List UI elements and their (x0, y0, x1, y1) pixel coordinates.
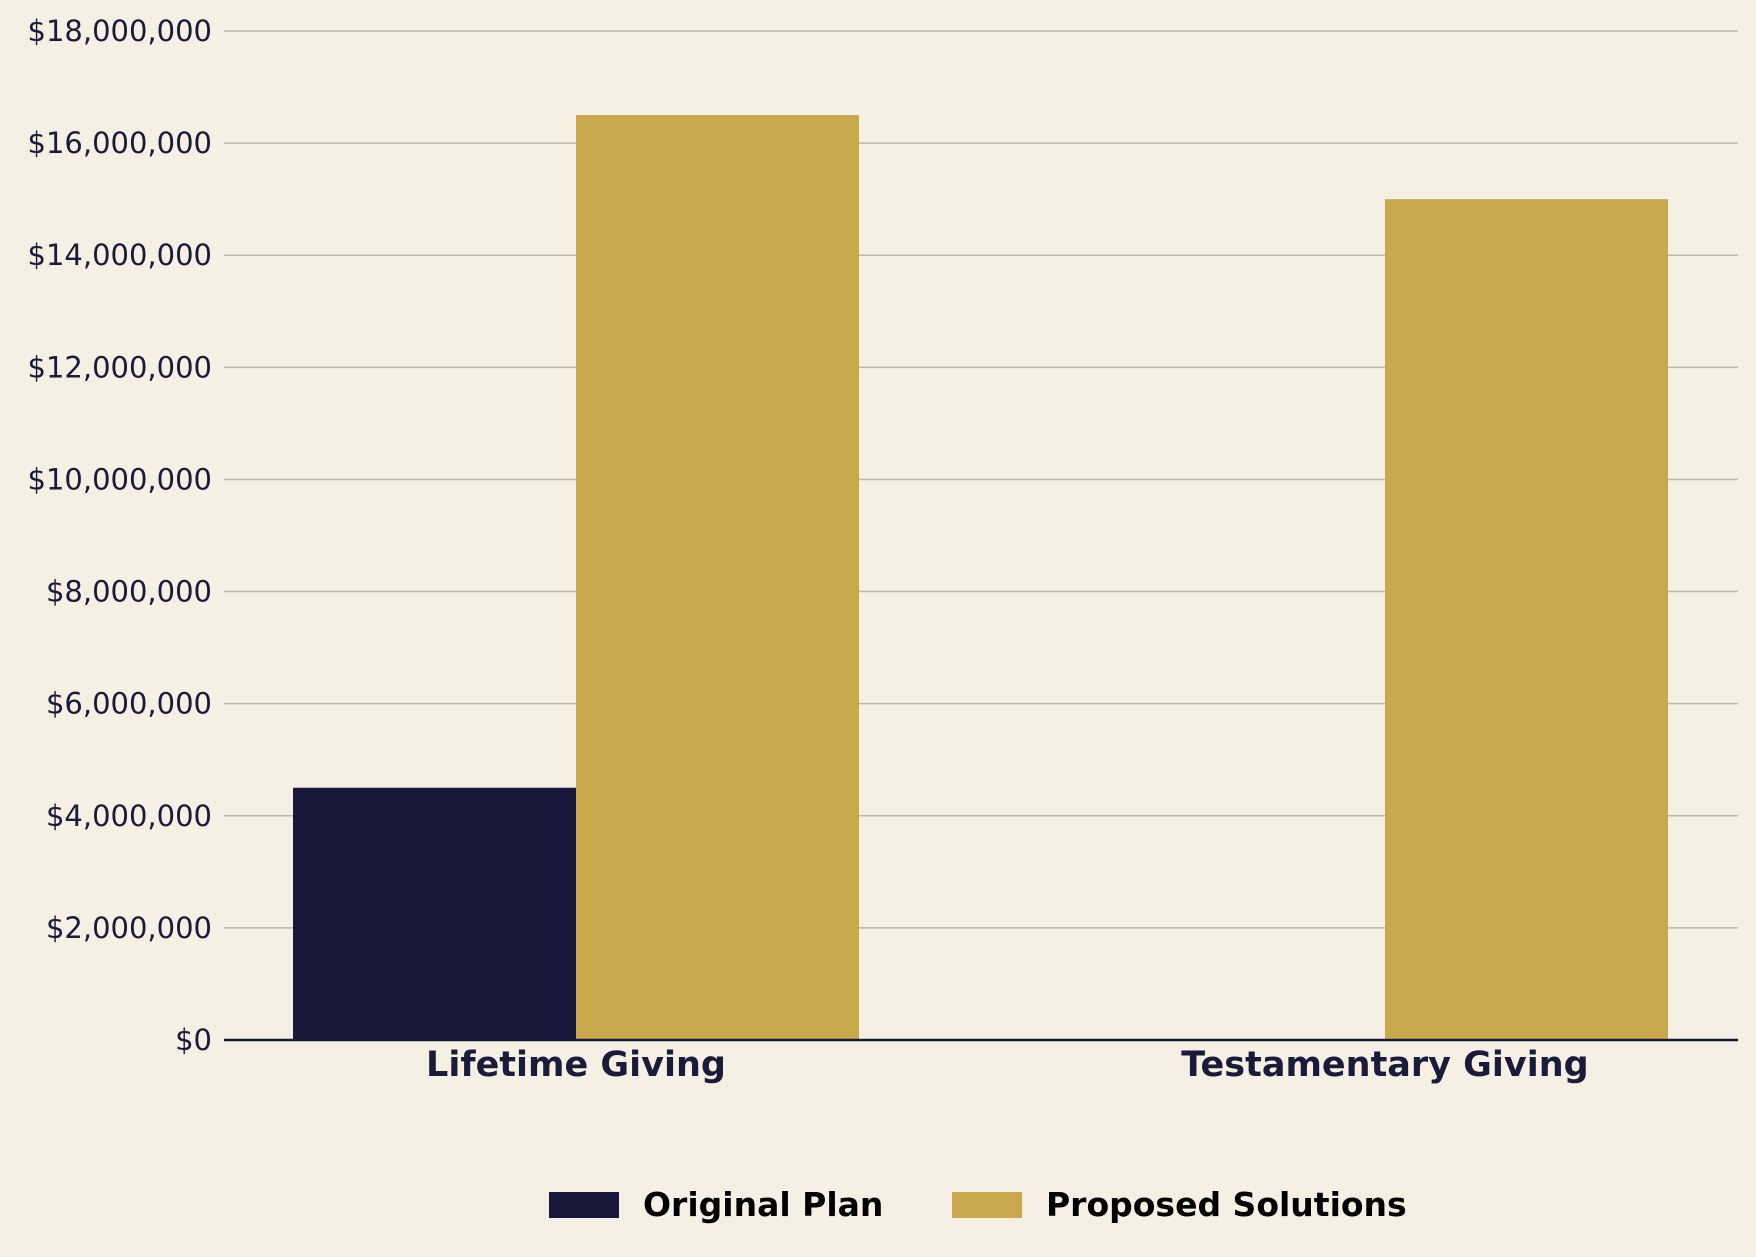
legend-swatch (549, 1192, 619, 1218)
bar-original-plan-lifetime-giving (293, 787, 576, 1040)
x-category-label: Testamentary Giving (1181, 1045, 1588, 1085)
legend: Original Plan Proposed Solutions (549, 1185, 1407, 1224)
y-tick-label: $6,000,000 (46, 687, 212, 721)
legend-swatch (952, 1192, 1022, 1218)
y-tick-label: $10,000,000 (28, 462, 213, 496)
bar-proposed-solutions-lifetime-giving (576, 115, 859, 1041)
y-tick-label: $8,000,000 (46, 575, 212, 609)
y-tick-label: $18,000,000 (28, 14, 213, 48)
x-axis-category-labels: Lifetime Giving Testamentary Giving (426, 1045, 1589, 1085)
legend-label: Original Plan (643, 1185, 883, 1224)
y-axis-tick-labels: $0 $2,000,000 $4,000,000 $6,000,000 $8,000,0… (28, 14, 213, 1057)
y-tick-label: $0 (175, 1023, 212, 1057)
legend-label: Proposed Solutions (1046, 1185, 1407, 1224)
y-tick-label: $14,000,000 (28, 238, 213, 272)
x-category-label: Lifetime Giving (426, 1045, 726, 1085)
y-tick-label: $4,000,000 (46, 799, 212, 833)
bars (293, 115, 1668, 1041)
y-tick-label: $12,000,000 (28, 350, 213, 384)
y-tick-label: $2,000,000 (46, 911, 212, 945)
y-tick-label: $16,000,000 (28, 126, 213, 160)
bar-proposed-solutions-testamentary-giving (1385, 199, 1668, 1040)
